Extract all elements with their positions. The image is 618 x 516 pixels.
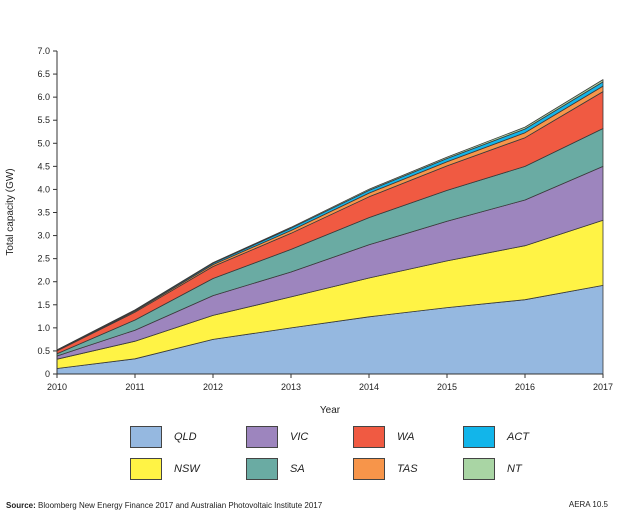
x-tick-label: 2013 — [281, 382, 301, 392]
x-tick-label: 2017 — [593, 382, 613, 392]
area-series-group — [56, 79, 604, 375]
y-tick-label: 5.0 — [37, 138, 50, 148]
y-tick-label: 2.0 — [37, 277, 50, 287]
legend-swatch — [130, 458, 162, 480]
x-tick-label: 2010 — [47, 382, 67, 392]
y-tick-label: 1.0 — [37, 323, 50, 333]
legend: QLD VIC WA ACT NSW SA TAS NT — [130, 426, 570, 488]
x-tick-label: 2016 — [515, 382, 535, 392]
x-tick-label: 2015 — [437, 382, 457, 392]
y-tick-label: 1.5 — [37, 300, 50, 310]
legend-label: QLD — [174, 431, 197, 443]
y-tick-label: 7.0 — [37, 46, 50, 56]
y-tick-label: 6.0 — [37, 92, 50, 102]
x-tick-label: 2012 — [203, 382, 223, 392]
figure-reference: AERA 10.5 — [568, 500, 608, 509]
source-note: Source: Bloomberg New Energy Finance 201… — [6, 501, 322, 510]
legend-label: VIC — [290, 431, 309, 443]
legend-label: WA — [397, 431, 415, 443]
y-tick-label: 3.5 — [37, 208, 50, 218]
y-tick-label: 5.5 — [37, 115, 50, 125]
legend-swatch — [353, 426, 385, 448]
legend-label: ACT — [507, 431, 529, 443]
x-axis-title: Year — [320, 405, 341, 416]
legend-swatch — [463, 426, 495, 448]
x-tick-label: 2014 — [359, 382, 379, 392]
x-tick-label: 2011 — [125, 382, 144, 392]
source-label: Source: — [6, 501, 36, 510]
legend-swatch — [353, 458, 385, 480]
y-tick-label: 6.5 — [37, 69, 50, 79]
y-axis-title: Total capacity (GW) — [5, 168, 16, 255]
legend-label: TAS — [397, 463, 418, 475]
legend-swatch — [246, 458, 278, 480]
y-tick-label: 0.5 — [37, 346, 50, 356]
source-text: Bloomberg New Energy Finance 2017 and Au… — [38, 501, 323, 510]
legend-swatch — [463, 458, 495, 480]
legend-label: SA — [290, 463, 305, 475]
y-tick-label: 3.0 — [37, 231, 50, 241]
y-tick-label: 0 — [45, 369, 50, 379]
stacked-area-chart: 0 0.5 1.0 1.5 2.0 2.5 3.0 3.5 4.0 4.5 5.0 5.5 6.0 6.5… — [5, 46, 613, 416]
y-tick-label: 4.0 — [37, 184, 50, 194]
legend-swatch — [130, 426, 162, 448]
legend-label: NT — [507, 463, 522, 475]
legend-swatch — [246, 426, 278, 448]
legend-label: NSW — [174, 463, 200, 475]
axes-group: 0 0.5 1.0 1.5 2.0 2.5 3.0 3.5 4.0 4.5 5.0 5.5 6.0 6.5… — [37, 46, 613, 392]
area-series-nt — [56, 79, 604, 351]
y-tick-label: 2.5 — [37, 254, 50, 264]
y-tick-label: 4.5 — [37, 161, 50, 171]
